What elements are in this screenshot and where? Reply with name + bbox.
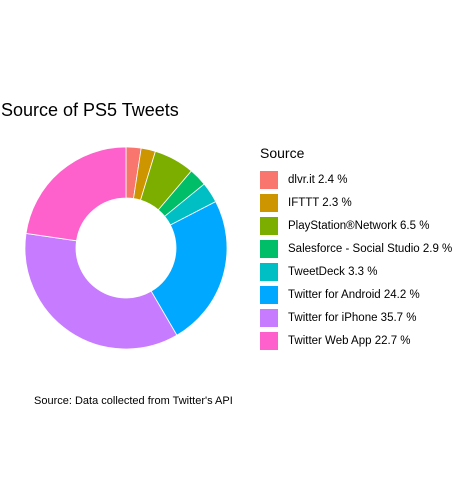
legend-item: Salesforce - Social Studio 2.9 % — [260, 237, 452, 260]
legend-label: Twitter for Android 24.2 % — [288, 288, 420, 301]
donut-slice-5 — [150, 201, 228, 336]
legend-label: Twitter Web App 22.7 % — [288, 334, 411, 347]
chart-caption: Source: Data collected from Twitter's AP… — [34, 395, 233, 407]
donut-slice-6 — [24, 233, 178, 350]
legend-title: Source — [260, 145, 305, 161]
legend-label: dlvr.it 2.4 % — [288, 173, 348, 186]
legend-swatch — [260, 216, 278, 235]
legend-item: Twitter for iPhone 35.7 % — [260, 306, 452, 329]
legend-swatch — [260, 262, 278, 281]
legend-item: dlvr.it 2.4 % — [260, 168, 452, 191]
legend-swatch — [260, 331, 278, 350]
legend: Source dlvr.it 2.4 % IFTTT 2.3 % PlayStati… — [260, 145, 452, 352]
legend-item: Twitter for Android 24.2 % — [260, 283, 452, 306]
legend-label: Salesforce - Social Studio 2.9 % — [288, 242, 453, 255]
legend-swatch — [260, 170, 278, 189]
legend-item: PlayStation®Network 6.5 % — [260, 214, 452, 237]
legend-swatch — [260, 239, 278, 258]
legend-item: Twitter Web App 22.7 % — [260, 329, 452, 352]
legend-swatch — [260, 285, 278, 304]
legend-swatch — [260, 193, 278, 212]
legend-swatch — [260, 308, 278, 327]
donut-slice-7 — [25, 146, 127, 242]
legend-label: Twitter for iPhone 35.7 % — [288, 311, 417, 324]
legend-label: TweetDeck 3.3 % — [288, 265, 378, 278]
chart-title: Source of PS5 Tweets — [1, 100, 179, 120]
legend-label: IFTTT 2.3 % — [288, 196, 352, 209]
legend-items: dlvr.it 2.4 % IFTTT 2.3 % PlayStation®Netw… — [260, 168, 452, 352]
legend-label: PlayStation®Network 6.5 % — [288, 219, 430, 232]
legend-item: IFTTT 2.3 % — [260, 191, 452, 214]
legend-item: TweetDeck 3.3 % — [260, 260, 452, 283]
